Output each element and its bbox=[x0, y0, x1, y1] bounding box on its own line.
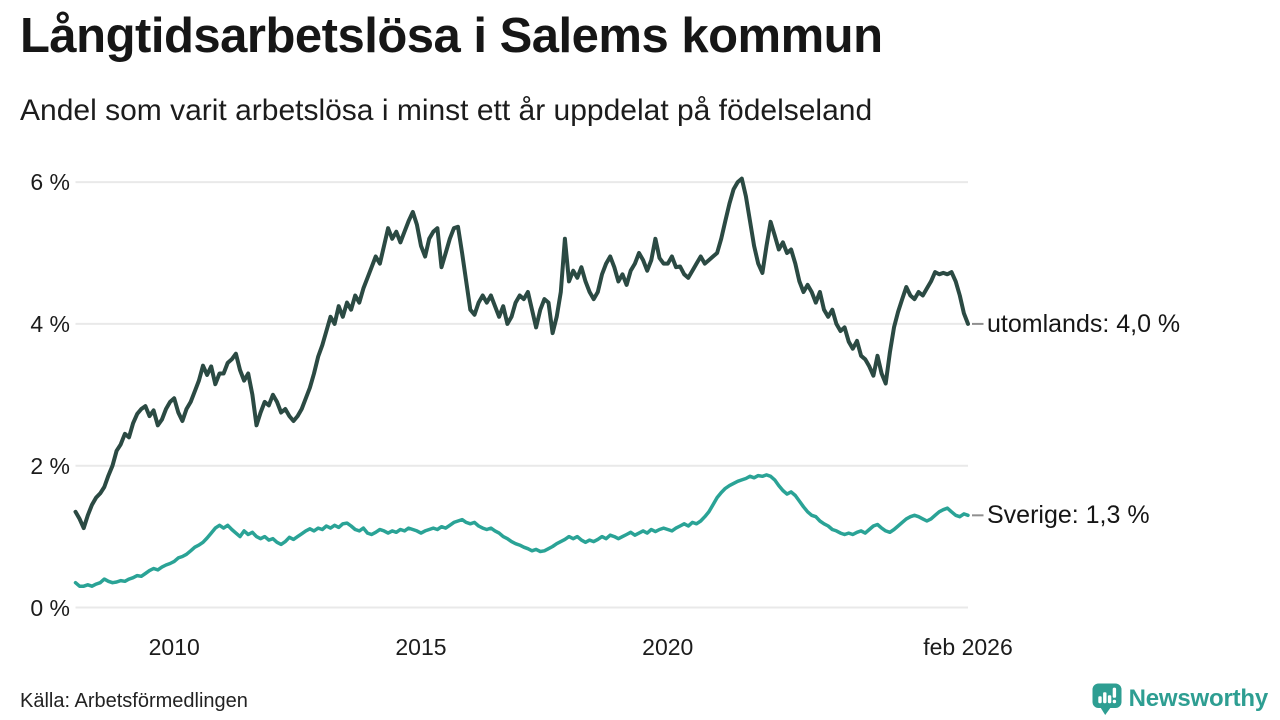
line-utomlands bbox=[73, 176, 970, 531]
chart-subtitle: Andel som varit arbetslösa i minst ett å… bbox=[20, 94, 873, 127]
brand-logo: Newsworthy bbox=[1092, 682, 1268, 716]
x-tick-label: 2015 bbox=[395, 634, 447, 660]
y-tick-label: 6 % bbox=[30, 169, 70, 196]
series-label-utomlands: utomlands: 4,0 % bbox=[987, 309, 1181, 338]
series-end-ticks bbox=[972, 322, 984, 517]
x-tick-label: 2010 bbox=[148, 634, 200, 660]
series-label-Sverige: Sverige: 1,3 % bbox=[987, 501, 1150, 530]
line-Sverige bbox=[73, 473, 970, 588]
newsworthy-icon bbox=[1092, 683, 1122, 715]
y-tick-label: 4 % bbox=[30, 310, 70, 337]
x-tick-label: 2020 bbox=[642, 634, 694, 660]
series-lines bbox=[73, 176, 970, 588]
y-tick-label: 0 % bbox=[30, 594, 70, 621]
gridlines bbox=[75, 181, 968, 609]
brand-name: Newsworthy bbox=[1128, 685, 1269, 712]
source-note: Källa: Arbetsförmedlingen bbox=[20, 690, 248, 712]
x-tick-label: feb 2026 bbox=[923, 634, 1013, 660]
y-tick-label: 2 % bbox=[30, 452, 70, 479]
chart-title: Långtidsarbetslösa i Salems kommun bbox=[20, 9, 883, 63]
